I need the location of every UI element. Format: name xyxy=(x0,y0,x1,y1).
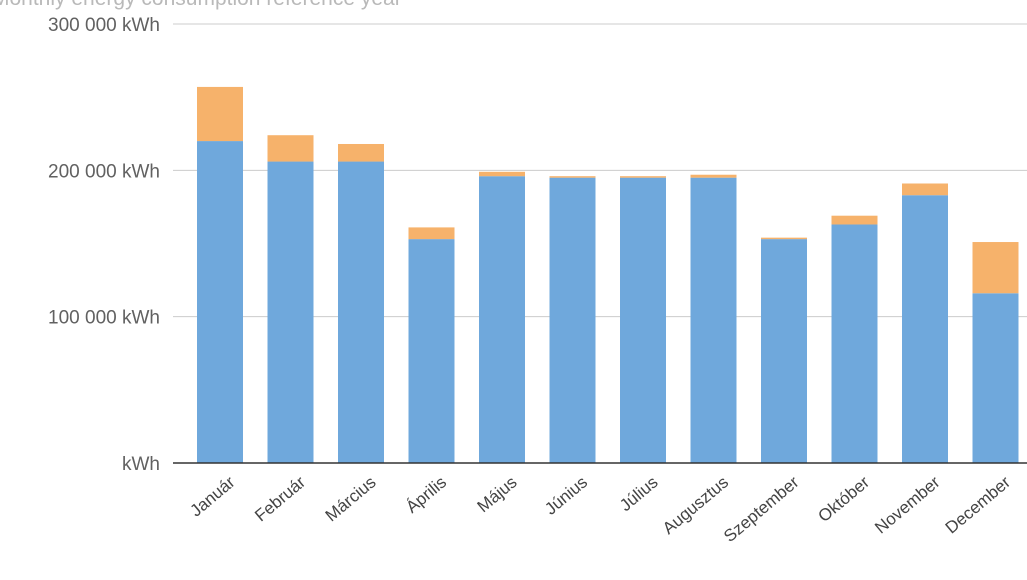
bar-segment-base xyxy=(479,176,525,464)
y-tick-label: 300 000 kWh xyxy=(48,15,160,36)
x-tick-label: Május xyxy=(474,473,521,517)
y-tick-label: 100 000 kWh xyxy=(48,308,160,329)
x-tick-label: Február xyxy=(251,472,309,525)
bar-segment-base xyxy=(761,239,807,463)
y-tick-label: kWh xyxy=(122,454,160,475)
bar-segment-top xyxy=(267,135,314,162)
bar-segment-base xyxy=(408,239,455,463)
bar-segment-base xyxy=(620,177,666,463)
bar-segment-base xyxy=(690,177,737,463)
x-tick-label: Október xyxy=(815,472,874,526)
x-tick-label: Január xyxy=(187,472,239,520)
bars xyxy=(197,86,1019,464)
bar-segment-top xyxy=(408,227,455,240)
bar-segment-base xyxy=(831,224,878,463)
x-tick-label: Szeptember xyxy=(720,472,803,546)
x-tick-label: Április xyxy=(402,473,450,517)
x-tick-label: Június xyxy=(541,473,591,519)
bar-segment-base xyxy=(197,141,243,464)
bar-segment-base xyxy=(267,161,314,463)
x-axis-tick-labels: Január Február Március Április Május Június Jú… xyxy=(187,472,1015,546)
bar-segment-top xyxy=(197,86,243,142)
bar-segment-top xyxy=(902,183,948,196)
x-tick-label: Július xyxy=(616,473,662,515)
x-tick-label: Március xyxy=(322,473,380,526)
bar-segment-top xyxy=(831,215,878,225)
bar-segment-top xyxy=(972,242,1019,294)
y-axis-tick-labels: kWh 100 000 kWh 200 000 kWh 300 000 kWh xyxy=(48,15,160,475)
bar-segment-top xyxy=(761,237,807,240)
bar-segment-base xyxy=(972,293,1019,463)
x-tick-label: November xyxy=(871,472,944,537)
bar-segment-top xyxy=(690,174,737,178)
bar-segment-base xyxy=(338,161,384,463)
gridlines xyxy=(173,23,1027,318)
bar-segment-top xyxy=(620,176,666,178)
bar-segment-top xyxy=(338,143,384,162)
bar-segment-top xyxy=(549,176,596,178)
bar-segment-top xyxy=(479,171,525,177)
x-tick-label: Augusztus xyxy=(659,473,732,539)
bar-segment-base xyxy=(902,195,948,463)
chart-title: Monthly energy consumption reference yea… xyxy=(0,0,402,11)
bar-segment-base xyxy=(549,177,596,463)
x-tick-label: December xyxy=(942,472,1015,537)
y-tick-label: 200 000 kWh xyxy=(48,161,160,182)
